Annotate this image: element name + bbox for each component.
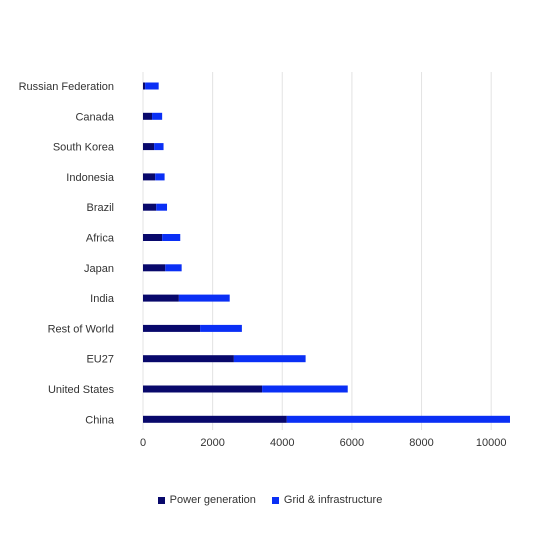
bar-indonesia-power-generation	[143, 173, 156, 181]
category-label-brazil: Brazil	[86, 202, 114, 214]
x-tick-labels: 0 2000 4000 6000 8000 10000	[140, 437, 507, 449]
bar-russian-federation-grid-infrastructure	[145, 82, 159, 90]
x-tick-label-10000: 10000	[476, 437, 507, 449]
category-label-india: India	[90, 293, 115, 305]
bar-south-korea-grid-infrastructure	[154, 143, 164, 151]
bar-africa-grid-infrastructure	[162, 234, 181, 241]
bar-eu27-power-generation	[143, 355, 234, 363]
legend-label-grid-infrastructure: Grid & infrastructure	[283, 494, 383, 506]
bar-canada-power-generation	[143, 112, 153, 120]
bars	[143, 82, 510, 423]
gridlines	[142, 72, 492, 430]
legend-swatch-power-generation	[157, 496, 165, 504]
bar-canada-grid-infrastructure	[152, 112, 163, 120]
bar-rest-of-world-power-generation	[143, 324, 201, 332]
bar-india-power-generation	[143, 294, 179, 302]
category-label-south-korea: South Korea	[53, 142, 115, 154]
bar-eu27-grid-infrastructure	[233, 355, 306, 363]
category-label-canada: Canada	[75, 111, 114, 123]
bar-japan-grid-infrastructure	[165, 264, 182, 272]
category-label-eu27: EU27	[86, 354, 114, 366]
bar-africa-power-generation	[143, 234, 163, 241]
bar-brazil-power-generation	[143, 203, 157, 211]
category-label-rest-of-world: Rest of World	[48, 323, 114, 335]
bar-china-power-generation	[143, 415, 287, 423]
category-label-russian-federation: Russian Federation	[19, 81, 114, 93]
legend-swatch-grid-infrastructure	[271, 496, 279, 504]
category-labels: Russian Federation Canada South Korea Indon…	[19, 81, 115, 426]
bar-china-grid-infrastructure	[286, 415, 510, 423]
x-tick-label-2000: 2000	[200, 437, 224, 449]
category-label-japan: Japan	[84, 263, 114, 275]
legend-label-power-generation: Power generation	[169, 494, 256, 506]
category-label-africa: Africa	[86, 233, 115, 245]
bar-japan-power-generation	[143, 264, 166, 272]
legend-item-power-generation: Power generation	[157, 494, 256, 506]
category-label-china: China	[85, 414, 115, 426]
legend-item-grid-infrastructure: Grid & infrastructure	[271, 494, 383, 506]
bar-russian-federation-power-generation	[143, 82, 146, 90]
x-tick-label-8000: 8000	[409, 437, 433, 449]
bar-indonesia-grid-infrastructure	[155, 173, 165, 181]
bar-south-korea-power-generation	[143, 143, 155, 151]
x-tick-label-6000: 6000	[340, 437, 364, 449]
x-tick-label-0: 0	[140, 437, 146, 449]
bar-india-grid-infrastructure	[178, 294, 230, 302]
x-tick-label-4000: 4000	[270, 437, 294, 449]
bar-brazil-grid-infrastructure	[156, 203, 168, 211]
category-label-indonesia: Indonesia	[66, 172, 115, 184]
legend: Power generation Grid & infrastructure	[0, 494, 540, 506]
category-label-united-states: United States	[48, 384, 115, 396]
bar-united-states-power-generation	[143, 385, 263, 393]
bar-rest-of-world-grid-infrastructure	[200, 324, 242, 332]
bar-united-states-grid-infrastructure	[262, 385, 348, 393]
